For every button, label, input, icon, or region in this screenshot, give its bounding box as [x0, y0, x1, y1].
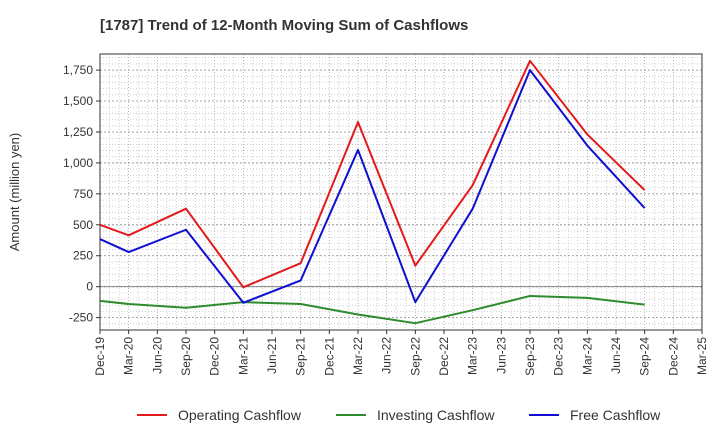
- y-tick-label: 1,250: [63, 125, 93, 139]
- y-axis: 1,750 1,500 1,250 1,000 750 500 250 0 -250: [63, 63, 100, 325]
- legend-label: Free Cashflow: [570, 407, 661, 423]
- legend: Operating Cashflow Investing Cashflow Free…: [137, 407, 661, 423]
- y-tick-label: 1,750: [63, 63, 93, 77]
- y-axis-label: Amount (million yen): [7, 133, 22, 252]
- x-tick-label: Dec-23: [552, 337, 566, 376]
- x-tick-label: Dec-20: [208, 337, 222, 376]
- x-tick-label: Sep-21: [294, 337, 308, 376]
- legend-label: Operating Cashflow: [178, 407, 302, 423]
- y-tick-label: -250: [69, 311, 93, 325]
- x-tick-label: Mar-25: [695, 337, 709, 375]
- x-tick-label: Mar-24: [580, 337, 594, 375]
- chart-title: [1787] Trend of 12-Month Moving Sum of C…: [100, 17, 468, 34]
- x-tick-label: Sep-22: [408, 337, 422, 376]
- x-tick-label: Dec-19: [93, 337, 107, 376]
- x-tick-label: Jun-23: [494, 337, 508, 374]
- grid: [99, 54, 703, 330]
- x-tick-label: Mar-22: [351, 337, 365, 375]
- plot-frame: [99, 53, 703, 331]
- x-tick-label: Mar-20: [122, 337, 136, 375]
- x-tick-label: Dec-21: [322, 337, 336, 376]
- y-tick-label: 750: [73, 187, 93, 201]
- x-tick-label: Jun-21: [265, 337, 279, 374]
- y-tick-label: 500: [73, 218, 93, 232]
- x-tick-label: Mar-23: [466, 337, 480, 375]
- series-lines: [99, 59, 646, 325]
- x-tick-label: Dec-22: [437, 337, 451, 376]
- y-tick-label: 0: [86, 280, 93, 294]
- legend-label: Investing Cashflow: [377, 407, 495, 423]
- x-tick-label: Sep-20: [179, 337, 193, 376]
- x-tick-label: Jun-20: [150, 337, 164, 374]
- x-tick-label: Jun-24: [609, 337, 623, 374]
- y-tick-label: 1,500: [63, 94, 93, 108]
- series-line-investing-cashflow: [99, 294, 645, 325]
- x-tick-label: Mar-21: [236, 337, 250, 375]
- x-axis: Dec-19 Mar-20 Jun-20 Sep-20 Dec-20 Mar-21 Jun-…: [93, 330, 709, 376]
- x-tick-label: Dec-24: [666, 337, 680, 376]
- x-tick-label: Sep-23: [523, 337, 537, 376]
- x-tick-label: Sep-24: [638, 337, 652, 376]
- x-tick-label: Jun-22: [380, 337, 394, 374]
- y-tick-label: 250: [73, 249, 93, 263]
- y-tick-label: 1,000: [63, 156, 93, 170]
